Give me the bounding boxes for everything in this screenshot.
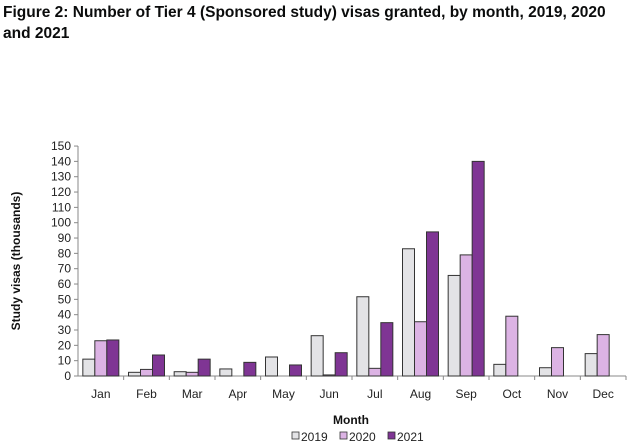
x-tick-label: Jun [319, 387, 338, 401]
legend-swatch-2020 [339, 431, 348, 440]
y-tick-label: 20 [58, 338, 72, 352]
x-tick-label: Apr [228, 387, 247, 401]
y-tick-label: 80 [58, 246, 72, 260]
y-tick-label: 50 [58, 292, 72, 306]
bars [82, 160, 610, 377]
y-tick-label: 130 [51, 170, 71, 184]
bar-2019-jun [310, 335, 324, 377]
x-tick-label: Sep [455, 387, 477, 401]
bar-2021-jul [380, 322, 394, 377]
y-tick-label: 0 [64, 369, 71, 383]
bar-2021-sep [471, 160, 485, 377]
bar-2019-feb [128, 371, 141, 377]
legend-swatch-2019 [291, 431, 300, 440]
bar-2019-dec [584, 353, 598, 377]
bar-2019-oct [493, 363, 507, 377]
x-tick-label: Feb [136, 387, 157, 401]
y-tick-label: 150 [51, 139, 71, 153]
y-tick-label: 70 [58, 262, 72, 276]
legend-swatch-2021 [387, 431, 396, 440]
legend-label-2019: 2019 [301, 430, 328, 444]
bar-2020-dec [596, 334, 610, 377]
bar-2020-sep [459, 254, 473, 377]
bar-2020-mar [185, 371, 199, 377]
bar-2019-sep [447, 274, 461, 377]
legend: 2019 2020 2021 [291, 430, 424, 444]
x-tick-label: Mar [182, 387, 203, 401]
bar-2021-apr [243, 361, 257, 377]
x-axis: Jan Feb Mar Apr May Jun Jul Aug Sep Oct Nov Dec [78, 375, 627, 401]
bar-2021-aug [426, 231, 439, 377]
bar-2020-oct [505, 315, 519, 377]
bar-2020-aug [414, 321, 427, 377]
bar-2021-mar [197, 358, 211, 377]
x-tick-label: May [272, 387, 295, 401]
y-tick-label: 60 [58, 277, 72, 291]
bar-2019-nov [539, 367, 552, 377]
x-tick-label: Nov [547, 387, 568, 401]
x-tick-label: Jan [91, 387, 110, 401]
bar-2020-jul [368, 367, 382, 377]
y-tick-label: 10 [58, 354, 72, 368]
x-tick-label: Aug [410, 387, 431, 401]
y-tick-label: 100 [51, 216, 71, 230]
y-tick-label: 140 [51, 154, 71, 168]
bar-2021-jun [334, 352, 348, 377]
legend-label-2020: 2020 [349, 430, 376, 444]
x-tick-label: Jul [367, 387, 382, 401]
bar-2020-jan [94, 340, 108, 377]
x-tick-label: Dec [592, 387, 613, 401]
bar-2020-jun [322, 374, 336, 377]
x-tick-label: Oct [502, 387, 521, 401]
y-tick-label: 110 [52, 200, 71, 214]
bar-2020-nov [551, 347, 564, 377]
bar-2019-aug [402, 248, 415, 377]
y-tick-label: 120 [51, 185, 71, 199]
bar-2020-feb [140, 368, 153, 377]
y-tick-label: 30 [58, 323, 72, 337]
y-axis-label: Study visas (thousands) [9, 192, 23, 331]
bar-2019-mar [173, 371, 187, 377]
bar-2019-apr [219, 368, 233, 377]
bar-2019-may [265, 356, 278, 377]
chart-title: Figure 2: Number of Tier 4 (Sponsored st… [3, 4, 606, 42]
bar-2021-may [289, 364, 302, 377]
bar-2021-feb [152, 354, 165, 377]
bar-2021-jan [106, 339, 120, 377]
x-axis-label: Month [333, 413, 369, 427]
bar-2019-jul [356, 296, 370, 377]
bar-2019-jan [82, 358, 96, 377]
y-tick-label: 40 [58, 308, 72, 322]
y-tick-label: 90 [58, 231, 72, 245]
legend-label-2021: 2021 [397, 430, 424, 444]
